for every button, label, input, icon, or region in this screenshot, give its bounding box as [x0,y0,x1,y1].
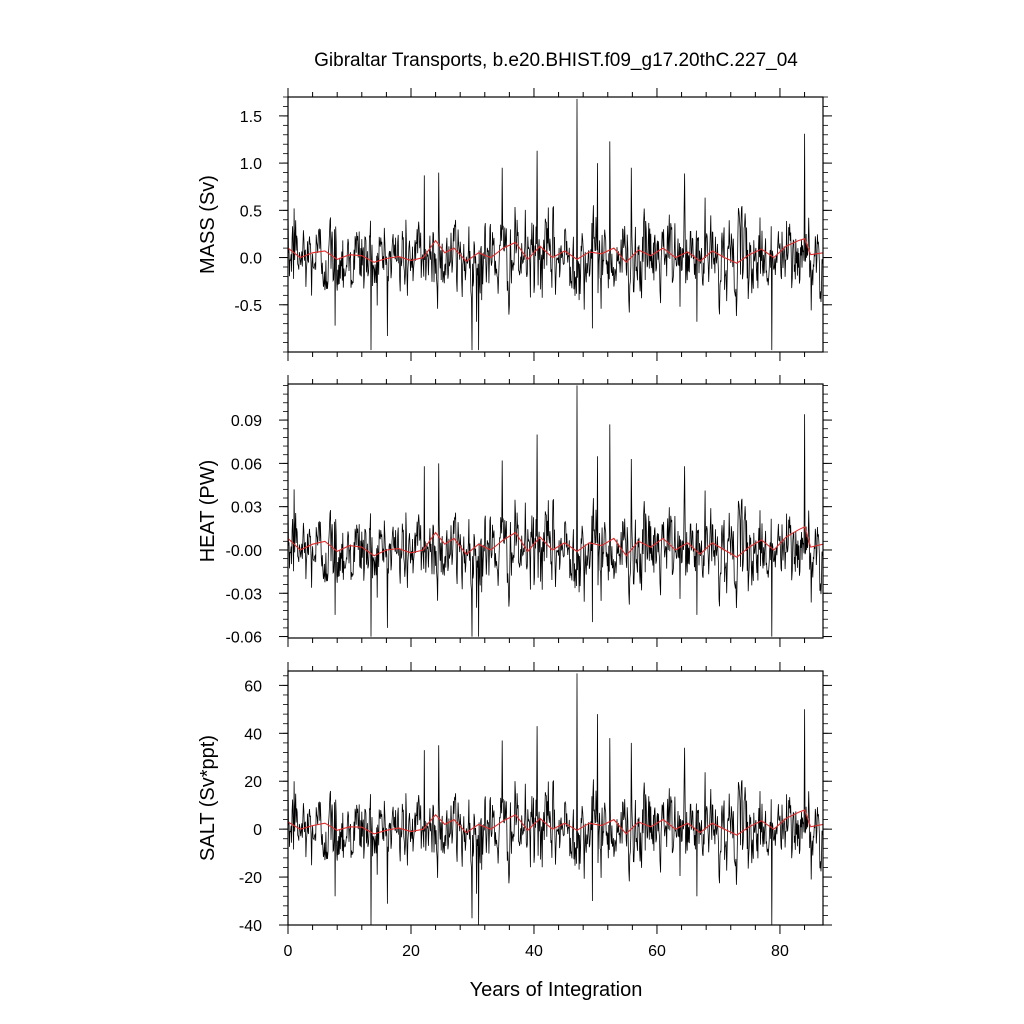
y-tick-label: -0.06 [226,630,263,647]
plot-frame [287,383,824,639]
x-tick-label: 80 [771,943,789,960]
y-tick-label: 1.5 [240,109,262,126]
x-tick-label: 60 [648,943,666,960]
heat-panel: -0.06 -0.03 -0.00 0.03 0.06 0.09 HEAT (PW) [197,375,832,647]
y-tick-label: 40 [244,726,262,743]
x-tick-label: 0 [284,943,293,960]
y-tick-label: 0.0 [240,251,262,268]
series-smoothed [288,809,823,836]
series-raw [288,673,823,925]
y-tick-label: -0.00 [226,543,263,560]
plot-area [288,385,823,637]
y-tick-label: -40 [239,918,262,935]
y-axis-label: HEAT (PW) [197,460,219,563]
plot-area [288,98,823,351]
y-tick-label: 0 [253,822,262,839]
plot-area [288,673,823,925]
y-tick-label: 0.5 [240,203,262,220]
series-smoothed [288,238,823,264]
plot-frame [287,670,824,926]
y-tick-label: 0.03 [231,500,262,517]
y-tick-label: 20 [244,774,262,791]
chart-title: Gibraltar Transports, b.e20.BHIST.f09_g1… [314,50,798,71]
series-raw [288,385,823,637]
y-axis-label: SALT (Sv*ppt) [197,735,219,861]
y-tick-label: 60 [244,678,262,695]
y-axis-label: MASS (Sv) [197,175,219,274]
y-tick-label: -0.5 [234,298,262,315]
x-axis-label: Years of Integration [470,979,643,1001]
y-tick-label: -20 [239,870,262,887]
y-tick-label: -0.03 [226,586,263,603]
y-tick-label: 1.0 [240,156,262,173]
x-tick-label: 20 [402,943,420,960]
plot-frame [287,96,824,353]
x-tick-label: 40 [525,943,543,960]
mass-panel: -0.5 0.0 0.5 1.0 1.5 MASS (Sv) [197,88,832,361]
series-raw [288,98,823,351]
series-smoothed [288,526,823,558]
y-tick-label: 0.09 [231,413,262,430]
salt-panel: -40 -20 0 20 40 60 0 20 40 60 80 SALT (Sv*ppt) [197,662,832,960]
y-tick-label: 0.06 [231,456,262,473]
